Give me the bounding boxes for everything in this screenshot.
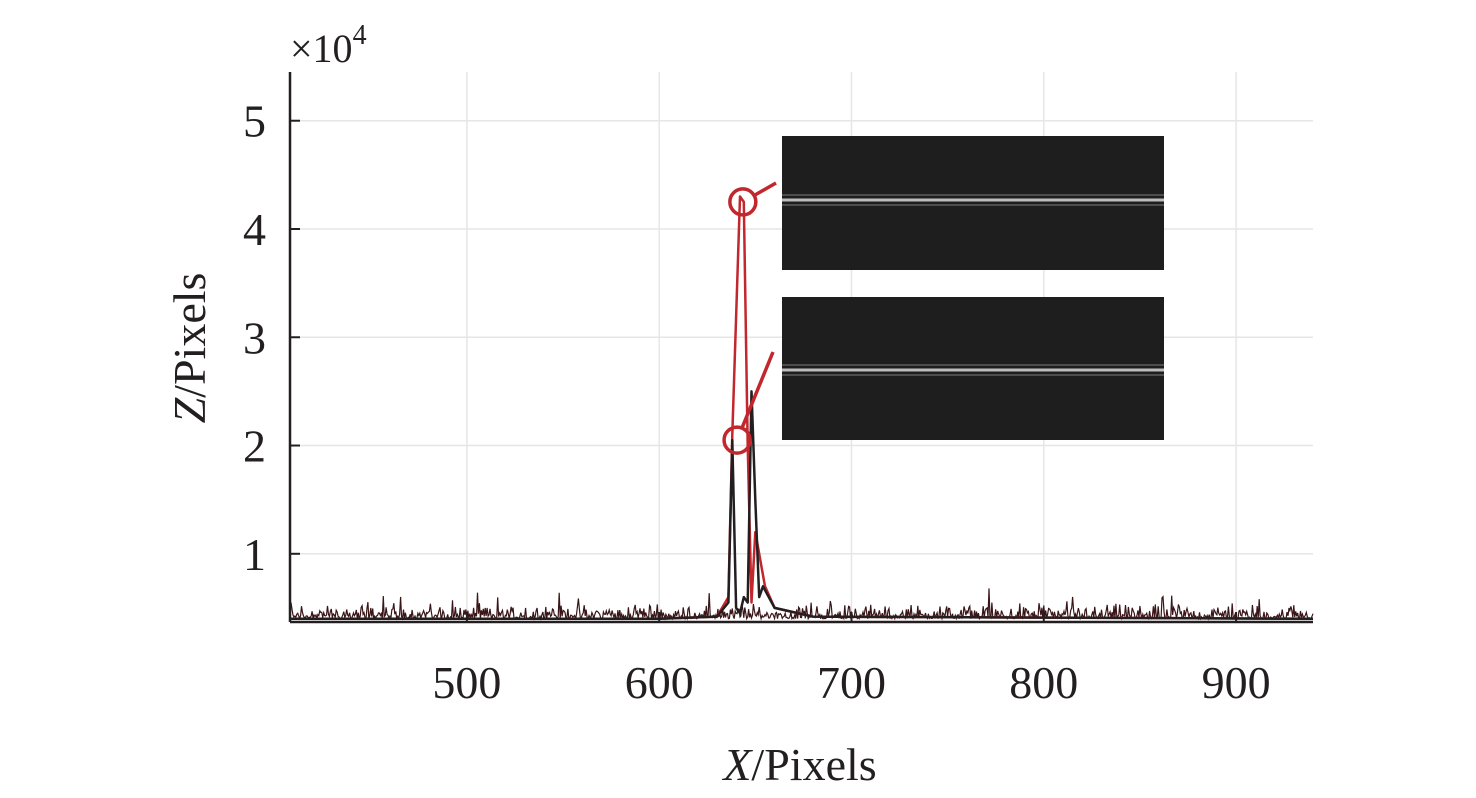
inset-image-1 [782, 136, 1164, 270]
axes [288, 72, 1313, 624]
y-tick-label: 3 [243, 312, 266, 363]
x-tick-label: 700 [817, 657, 886, 708]
y-tick-label: 2 [243, 421, 266, 472]
series-layer [289, 195, 1314, 621]
y-tick-label: 1 [243, 529, 266, 580]
y-tick-label: 5 [243, 96, 266, 147]
x-axis-variable: X [721, 739, 753, 790]
y-multiplier-exponent: 4 [353, 20, 367, 51]
x-tick-label: 600 [625, 657, 694, 708]
x-tick-labels: 500 600 700 800 900 [432, 657, 1270, 708]
inset-image-background [782, 136, 1164, 270]
marker-pointer-line-2 [740, 351, 775, 429]
x-axis-label: X/Pixels [721, 739, 876, 790]
y-axis-variable: Z [164, 397, 215, 423]
y-tick-labels: 1 2 3 4 5 [243, 96, 266, 580]
y-axis-label: Z/Pixels [164, 273, 215, 424]
y-multiplier-base: ×10 [290, 26, 353, 71]
marker-circle-2 [722, 425, 752, 455]
x-tick-label: 900 [1202, 657, 1271, 708]
marker-circle-1 [728, 187, 758, 217]
y-tick-label: 4 [243, 204, 266, 255]
y-multiplier-label: ×104 [290, 20, 367, 71]
x-axis-unit: /Pixels [751, 739, 876, 790]
x-tick-label: 500 [432, 657, 501, 708]
inset-images [782, 136, 1164, 440]
annotation-markers [722, 181, 777, 455]
x-tick-label: 800 [1009, 657, 1078, 708]
marker-pointer-line-1 [753, 181, 777, 197]
noise-floor-trace [289, 588, 1314, 621]
inset-image-2 [782, 297, 1164, 440]
y-axis-unit: /Pixels [164, 273, 215, 398]
series-line-2 [290, 390, 1314, 621]
